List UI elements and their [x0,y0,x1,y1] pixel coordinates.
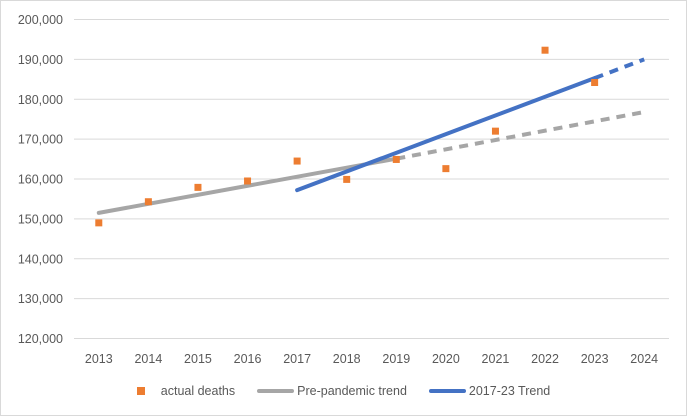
x-axis-tick-label: 2023 [581,352,609,366]
data-point-marker [293,157,301,165]
data-point-marker [591,79,599,87]
x-axis-tick-label: 2021 [482,352,510,366]
x-axis-tick-label: 2016 [234,352,262,366]
x-axis-tick-label: 2019 [382,352,410,366]
y-axis-tick-label: 170,000 [18,133,63,147]
legend-item-2017-23-trend[interactable]: 2017-23 Trend [428,384,551,398]
trend-line-dashed-pre-pandemic-trend [395,110,645,161]
data-point-marker [244,177,252,185]
y-axis-tick-label: 160,000 [18,173,63,187]
data-point-marker [95,219,103,227]
y-axis-tick-label: 190,000 [18,53,63,67]
trend-line-dashed-2017-23-trend [593,57,645,80]
x-axis-tick-label: 2020 [432,352,460,366]
data-point-marker [541,46,549,54]
data-point-marker [343,175,351,183]
y-axis-tick-label: 180,000 [18,93,63,107]
x-axis-tick-label: 2015 [184,352,212,366]
x-axis-tick-label: 2017 [283,352,311,366]
data-point-marker [144,198,152,206]
y-axis-tick-label: 140,000 [18,252,63,266]
x-axis-tick-label: 2024 [630,352,658,366]
x-axis-tick-label: 2018 [333,352,361,366]
x-axis-tick-label: 2013 [85,352,113,366]
legend-item-actual-deaths[interactable]: actual deaths [136,384,236,398]
y-axis-tick-label: 200,000 [18,13,63,27]
y-axis-tick-label: 130,000 [18,292,63,306]
data-point-marker [392,155,400,163]
trend-line-solid-pre-pandemic-trend [96,156,399,215]
data-point-marker [442,165,450,173]
data-point-marker [194,183,202,191]
legend-item-pre-pandemic-trend[interactable]: Pre-pandemic trend [257,384,407,398]
data-point-marker [491,127,499,135]
y-axis-tick-label: 150,000 [18,212,63,226]
y-axis-tick-label: 120,000 [18,332,63,346]
legend-label-2017-23-trend: 2017-23 Trend [468,384,551,398]
x-axis-tick-label: 2014 [134,352,162,366]
x-axis-tick-label: 2022 [531,352,559,366]
legend-square-marker-icon [136,387,145,395]
chart-legend: actual deaths Pre-pandemic trend 2017-23… [1,381,686,401]
legend-label-actual-deaths: actual deaths [160,384,236,398]
legend-line-marker-icon [257,389,295,393]
legend-line-marker-icon [428,389,466,393]
legend-label-pre-pandemic-trend: Pre-pandemic trend [297,384,407,398]
trend-line-solid-2017-23-trend [295,76,597,193]
